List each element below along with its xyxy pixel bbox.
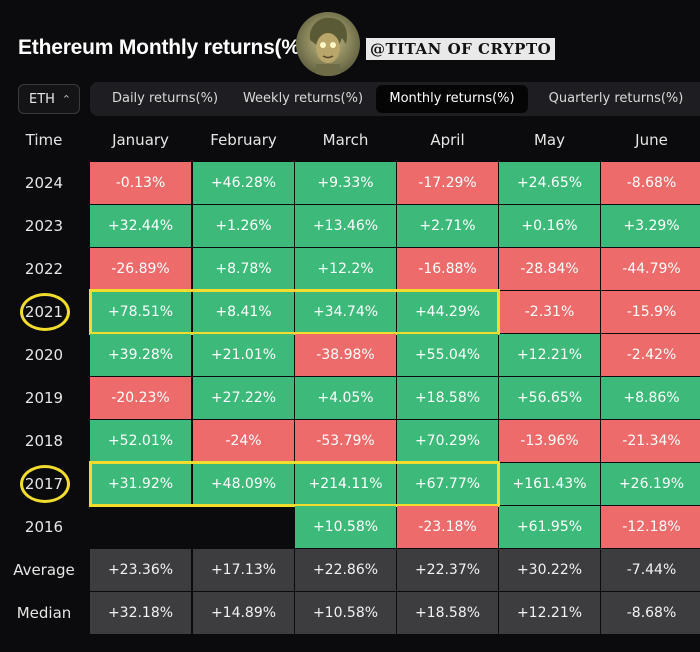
summary-cell: +22.37% [397, 549, 498, 591]
month-header-march: March [322, 131, 369, 149]
return-cell: -13.96% [499, 420, 600, 462]
return-cell: -15.9% [601, 291, 700, 333]
summary-cell: +30.22% [499, 549, 600, 591]
return-cell: +32.44% [90, 205, 191, 247]
summary-cell: +23.36% [90, 549, 191, 591]
summary-cell: +14.89% [193, 592, 294, 634]
return-cell: +52.01% [90, 420, 191, 462]
return-cell: +48.09% [193, 463, 294, 505]
tab-quarterly-returns[interactable]: Quarterly returns(%) [548, 91, 684, 106]
return-cell: +3.29% [601, 205, 700, 247]
return-cell: +13.46% [295, 205, 396, 247]
return-cell: -8.68% [601, 162, 700, 204]
month-header-january: January [112, 131, 169, 149]
return-cell: -20.23% [90, 377, 191, 419]
return-cell: +55.04% [397, 334, 498, 376]
summary-cell: +22.86% [295, 549, 396, 591]
return-cell: -53.79% [295, 420, 396, 462]
row-label-2020: 2020 [24, 346, 64, 364]
summary-cell: -8.68% [601, 592, 700, 634]
month-header-february: February [210, 131, 277, 149]
summary-cell: +12.21% [499, 592, 600, 634]
return-cell: +8.86% [601, 377, 700, 419]
return-cell: +56.65% [499, 377, 600, 419]
return-cell: +44.29% [397, 291, 498, 333]
watermark: @TITAN OF CRYPTO [366, 38, 556, 60]
return-cell: +18.58% [397, 377, 498, 419]
return-cell: +161.43% [499, 463, 600, 505]
header: Ethereum Monthly returns(%) @TITAN OF CR… [0, 0, 700, 80]
return-cell: +12.2% [295, 248, 396, 290]
row-label-2024: 2024 [24, 174, 64, 192]
tab-weekly-returns[interactable]: Weekly returns(%) [242, 91, 364, 106]
return-cell: -2.31% [499, 291, 600, 333]
summary-cell: +17.13% [193, 549, 294, 591]
return-cell: -0.13% [90, 162, 191, 204]
month-header-june: June [635, 131, 668, 149]
row-label-average: Average [13, 561, 75, 579]
return-cell: -16.88% [397, 248, 498, 290]
row-label-2018: 2018 [24, 432, 64, 450]
return-cell: +21.01% [193, 334, 294, 376]
return-cell: +4.05% [295, 377, 396, 419]
page-title: Ethereum Monthly returns(%) [18, 36, 307, 59]
summary-cell: +18.58% [397, 592, 498, 634]
asset-select[interactable]: ETH ⌃ [18, 84, 80, 114]
row-label-2016: 2016 [24, 518, 64, 536]
return-cell: -38.98% [295, 334, 396, 376]
returns-table: Time January February March April May June 2024… [0, 122, 700, 652]
row-label-2023: 2023 [24, 217, 64, 235]
return-cell: +24.65% [499, 162, 600, 204]
month-header-april: April [430, 131, 465, 149]
return-cell: +39.28% [90, 334, 191, 376]
highlight-ring-2021 [20, 293, 70, 331]
return-cell: -21.34% [601, 420, 700, 462]
return-cell: +1.26% [193, 205, 294, 247]
row-label-2019: 2019 [24, 389, 64, 407]
return-cell: +12.21% [499, 334, 600, 376]
tab-monthly-returns[interactable]: Monthly returns(%) [376, 85, 528, 113]
row-label-median: Median [16, 604, 72, 622]
return-cell: -23.18% [397, 506, 498, 548]
return-cell: +34.74% [295, 291, 396, 333]
return-cell: +26.19% [601, 463, 700, 505]
return-cell: -24% [193, 420, 294, 462]
toolbar: ETH ⌃ Daily returns(%) Weekly returns(%)… [0, 80, 700, 122]
return-cell: +10.58% [295, 506, 396, 548]
asset-select-value: ETH [29, 92, 55, 107]
return-cell: -17.29% [397, 162, 498, 204]
return-cell: -44.79% [601, 248, 700, 290]
time-column-header: Time [25, 131, 63, 149]
summary-cell: -7.44% [601, 549, 700, 591]
return-cell: +9.33% [295, 162, 396, 204]
return-cell: -2.42% [601, 334, 700, 376]
return-cell: +8.78% [193, 248, 294, 290]
return-cell: +8.41% [193, 291, 294, 333]
return-cell: +46.28% [193, 162, 294, 204]
highlight-ring-2017 [20, 465, 70, 503]
row-label-2022: 2022 [24, 260, 64, 278]
return-cell: +2.71% [397, 205, 498, 247]
return-cell: +70.29% [397, 420, 498, 462]
return-cell: +31.92% [90, 463, 191, 505]
return-cell: -12.18% [601, 506, 700, 548]
return-cell: +27.22% [193, 377, 294, 419]
summary-cell: +10.58% [295, 592, 396, 634]
return-cell: -28.84% [499, 248, 600, 290]
tab-bar: Daily returns(%) Weekly returns(%) Month… [90, 82, 700, 116]
return-cell: +61.95% [499, 506, 600, 548]
updown-chevron-icon: ⌃ [61, 93, 71, 106]
month-header-may: May [533, 131, 565, 149]
return-cell: -26.89% [90, 248, 191, 290]
avatar [296, 12, 360, 76]
summary-cell: +32.18% [90, 592, 191, 634]
return-cell: +0.16% [499, 205, 600, 247]
return-cell: +214.11% [295, 463, 396, 505]
return-cell: +78.51% [90, 291, 191, 333]
return-cell: +67.77% [397, 463, 498, 505]
tab-daily-returns[interactable]: Daily returns(%) [111, 91, 219, 106]
